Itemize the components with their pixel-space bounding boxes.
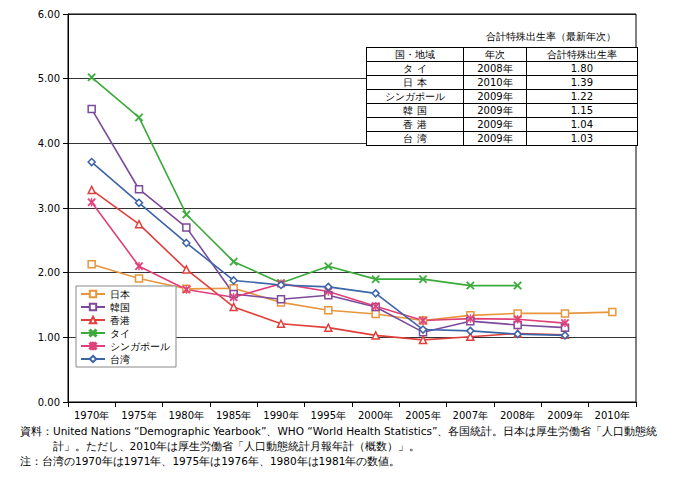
svg-text:0.00: 0.00 — [38, 397, 60, 408]
svg-text:タイ: タイ — [110, 328, 130, 339]
html-text:タ イ: タ イ — [403, 63, 427, 74]
svg-text:2010年: 2010年 — [595, 410, 630, 421]
svg-text:6.00: 6.00 — [38, 9, 60, 20]
html-text:1.03: 1.03 — [570, 133, 593, 144]
svg-text:4.00: 4.00 — [38, 138, 60, 149]
svg-text:1980年: 1980年 — [169, 410, 204, 421]
html-text:年次: 年次 — [485, 49, 505, 60]
svg-text:1985年: 1985年 — [216, 410, 251, 421]
html-text:韓 国: 韓 国 — [403, 105, 427, 116]
svg-text:2005年: 2005年 — [405, 410, 440, 421]
svg-text:1975年: 1975年 — [121, 410, 156, 421]
svg-text:シンガポール: シンガポール — [110, 341, 170, 352]
html-text:シンガポール: シンガポール — [385, 91, 446, 102]
html-text:2009年: 2009年 — [477, 133, 513, 144]
svg-text:3.00: 3.00 — [38, 203, 60, 214]
html-text:日 本: 日 本 — [403, 77, 427, 88]
svg-text:香港: 香港 — [110, 315, 130, 326]
html-text:1.22: 1.22 — [570, 91, 593, 102]
html-text:合計特殊出生率: 合計特殊出生率 — [546, 49, 617, 60]
svg-text:2000年: 2000年 — [358, 410, 393, 421]
svg-text:5.00: 5.00 — [38, 73, 60, 84]
svg-text:日本: 日本 — [110, 289, 130, 300]
html-text:1.04: 1.04 — [570, 119, 593, 130]
html-text:1.15: 1.15 — [570, 105, 593, 116]
html-text:2009年: 2009年 — [477, 119, 513, 130]
svg-text:1995年: 1995年 — [311, 410, 346, 421]
svg-text:2009年: 2009年 — [547, 410, 582, 421]
html-text:2009年: 2009年 — [477, 105, 513, 116]
html-text:2009年: 2009年 — [477, 91, 513, 102]
svg-text:台湾: 台湾 — [110, 354, 130, 365]
svg-text:1.00: 1.00 — [38, 332, 60, 343]
html-text:1.80: 1.80 — [570, 63, 593, 74]
svg-text:2008年: 2008年 — [500, 410, 535, 421]
html-text:1.39: 1.39 — [570, 77, 593, 88]
html-text:国・地域: 国・地域 — [395, 49, 436, 60]
html-text:2008年: 2008年 — [477, 63, 513, 74]
svg-text:2007年: 2007年 — [453, 410, 488, 421]
html-text:合計特殊出生率（最新年次）: 合計特殊出生率（最新年次） — [486, 31, 616, 42]
html-text:2010年: 2010年 — [477, 77, 513, 88]
svg-text:1970年: 1970年 — [74, 410, 109, 421]
html-text:注：台湾の1970年は1971年、1975年は1976年、1: 注：台湾の1970年は1971年、1975年は1976年、1980年は1981年… — [20, 455, 401, 467]
svg-text:2.00: 2.00 — [38, 267, 60, 278]
html-text:台 湾: 台 湾 — [403, 133, 427, 144]
svg-text:1990年: 1990年 — [263, 410, 298, 421]
html-text:香 港: 香 港 — [403, 119, 427, 130]
svg-text:韓国: 韓国 — [110, 302, 130, 313]
html-text:資料：United Nations “Demographic: 資料：United Nations “Demographic Yearbook”… — [20, 425, 658, 452]
